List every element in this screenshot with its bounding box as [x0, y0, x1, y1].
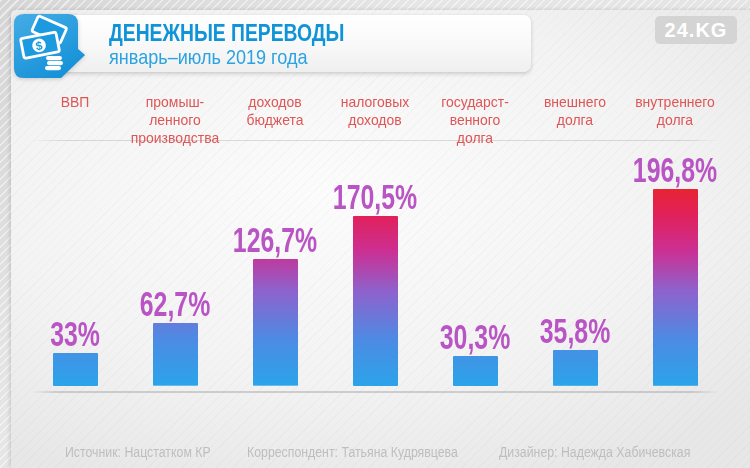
- footer-source: Источник: Нацстатком КР: [65, 444, 211, 460]
- infographic: $ ДЕНЕЖНЫЕ ПЕРЕВОДЫ январь–июль 2019 год…: [0, 0, 750, 468]
- value-label: 33%: [25, 316, 124, 351]
- chart-subtitle: январь–июль 2019 года: [109, 45, 308, 69]
- bar: [653, 189, 698, 386]
- bar: [153, 323, 198, 386]
- footer-correspondent: Корреспондент: Татьяна Кудрявцева: [247, 444, 458, 460]
- value-label: 35,8%: [525, 313, 624, 348]
- bar: [53, 353, 98, 386]
- value-label: 62,7%: [125, 286, 224, 321]
- brand-badge: 24.KG: [655, 16, 737, 44]
- category-label: внутреннего долга: [615, 93, 736, 129]
- money-transfer-icon: $: [14, 14, 91, 79]
- value-label: 30,3%: [425, 319, 524, 354]
- baseline-divider: [31, 391, 719, 393]
- chart-title: ДЕНЕЖНЫЕ ПЕРЕВОДЫ: [109, 20, 345, 47]
- value-label: 126,7%: [225, 222, 324, 257]
- bar: [553, 350, 598, 386]
- value-label: 196,8%: [625, 152, 724, 187]
- value-label: 170,5%: [325, 179, 424, 214]
- bar: [253, 259, 298, 386]
- bar: [453, 356, 498, 386]
- footer-designer: Дизайнер: Надежда Хабичевская: [499, 444, 690, 460]
- bar: [353, 216, 398, 387]
